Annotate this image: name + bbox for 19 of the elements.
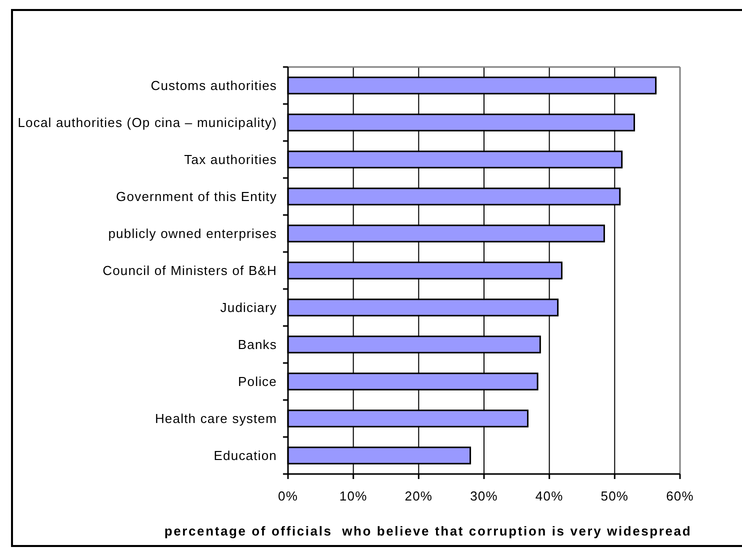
y-tick-label: Banks (238, 337, 277, 352)
y-tick-label: Education (214, 448, 277, 464)
y-tick-label: Police (238, 374, 277, 390)
x-tick-label: 20% (404, 488, 433, 504)
y-tick-label: Judiciary (220, 300, 277, 316)
y-tick-label: publicly owned enterprises (108, 226, 277, 242)
x-tick-label: 60% (666, 488, 694, 504)
x-tick-label: 40% (535, 488, 564, 504)
y-tick-label: Health care system (154, 411, 277, 426)
x-tick-label: 0% (278, 488, 298, 504)
y-tick-label: Tax authorities (184, 152, 277, 168)
y-tick-label: Local authorities (Op cina – municipality) (18, 115, 277, 130)
x-tick-label: 50% (600, 488, 629, 504)
x-tick-label: 10% (339, 488, 368, 504)
y-tick-label: Council of Ministers of B&H (102, 263, 277, 278)
y-tick-label: Government of this Entity (116, 189, 277, 204)
x-tick-label: 30% (470, 488, 498, 504)
x-axis-title: percentage of officials who believe that corruption is very widespread (164, 524, 692, 539)
y-tick-label: Customs authorities (150, 78, 277, 94)
